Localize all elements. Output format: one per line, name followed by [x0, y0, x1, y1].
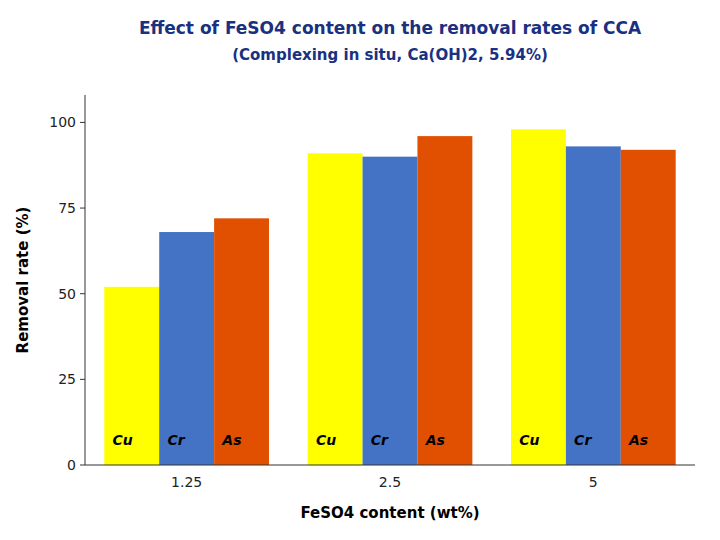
title: Effect of FeSO4 content on the removal r…: [139, 18, 642, 38]
chart: Effect of FeSO4 content on the removal r…: [0, 0, 720, 540]
y-tick-label: 100: [49, 114, 76, 130]
bar: [104, 287, 159, 465]
y-tick: [80, 293, 85, 294]
y-tick-label: 50: [58, 286, 76, 302]
axes: 0 25 50 75 100: [49, 114, 85, 473]
y-tick-label: 0: [67, 457, 76, 473]
x-tick-label: 2.5: [379, 474, 401, 490]
bar: [214, 218, 269, 465]
bar-series-label: Cr: [371, 432, 389, 448]
subtitle: (Complexing in situ, Ca(OH)2, 5.94%): [232, 46, 548, 64]
bar-series-label: Cu: [316, 432, 336, 448]
bar: [417, 136, 472, 465]
y-tick: [80, 465, 85, 466]
bar: [511, 129, 566, 465]
bar-series-label: As: [221, 432, 241, 448]
bar-series-label: As: [628, 432, 648, 448]
y-tick-label: 25: [58, 371, 76, 387]
bar: [159, 232, 214, 465]
bar-series-label: Cu: [519, 432, 539, 448]
bar-series-label: Cr: [167, 432, 185, 448]
bar: [308, 153, 363, 465]
x-tick-label: 1.25: [171, 474, 202, 490]
y-tick-label: 75: [58, 200, 76, 216]
bar: [566, 146, 621, 465]
y-axis-line: [85, 95, 86, 465]
y-axis-label: Removal rate (%): [14, 207, 32, 354]
y-tick: [80, 379, 85, 380]
bar: [621, 150, 676, 465]
y-tick: [80, 208, 85, 209]
bar-labels: Cu Cu Cu Cr Cr Cr As As As: [113, 432, 649, 448]
x-axis-line: [85, 465, 695, 466]
bar-series-label: As: [425, 432, 445, 448]
bars: [104, 129, 675, 465]
x-tick-label: 5: [589, 474, 598, 490]
bar-series-label: Cu: [113, 432, 133, 448]
bar: [363, 157, 418, 465]
bar-series-label: Cr: [574, 432, 592, 448]
y-tick: [80, 122, 85, 123]
x-axis-label: FeSO4 content (wt%): [300, 504, 479, 522]
